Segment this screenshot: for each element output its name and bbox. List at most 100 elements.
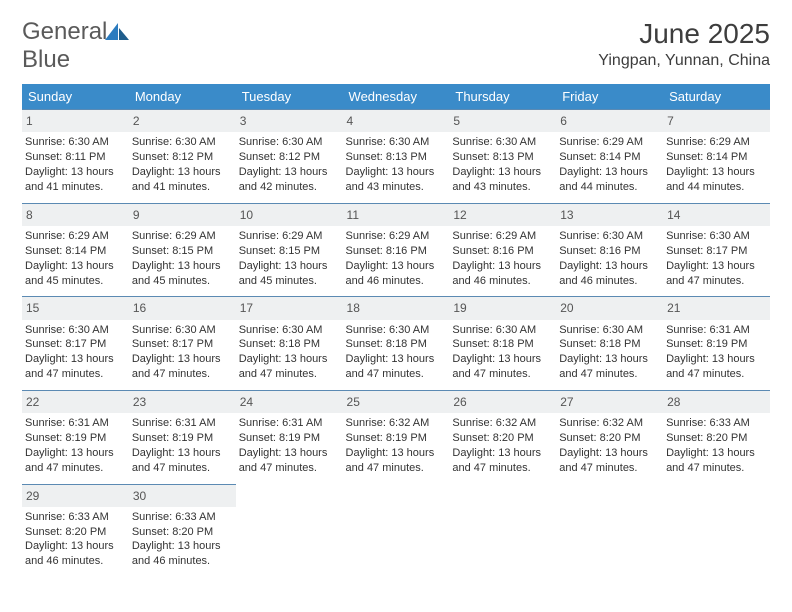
calendar-cell-empty — [236, 484, 343, 577]
calendar-day-number: 6 — [556, 110, 663, 132]
calendar-cell: 30Sunrise: 6:33 AMSunset: 8:20 PMDayligh… — [129, 484, 236, 577]
calendar-cell-content: Sunrise: 6:30 AMSunset: 8:13 PMDaylight:… — [449, 135, 556, 202]
calendar-dayhead: Tuesday — [236, 84, 343, 110]
sunrise-line: Sunrise: 6:30 AM — [239, 135, 340, 150]
sunrise-line: Sunrise: 6:32 AM — [452, 416, 553, 431]
sunset-line: Sunset: 8:18 PM — [452, 337, 553, 352]
sunset-line: Sunset: 8:18 PM — [239, 337, 340, 352]
daylight-line: Daylight: 13 hours and 46 minutes. — [559, 259, 660, 289]
logo-sail-icon — [105, 23, 131, 46]
calendar-day-number: 23 — [129, 391, 236, 413]
sunset-line: Sunset: 8:19 PM — [25, 431, 126, 446]
calendar-cell-content: Sunrise: 6:32 AMSunset: 8:20 PMDaylight:… — [449, 416, 556, 483]
daylight-line: Daylight: 13 hours and 41 minutes. — [25, 165, 126, 195]
calendar-day-number: 8 — [22, 204, 129, 226]
daylight-line: Daylight: 13 hours and 47 minutes. — [346, 352, 447, 382]
calendar-cell: 8Sunrise: 6:29 AMSunset: 8:14 PMDaylight… — [22, 203, 129, 297]
calendar-week-row: 22Sunrise: 6:31 AMSunset: 8:19 PMDayligh… — [22, 390, 770, 484]
calendar-cell: 29Sunrise: 6:33 AMSunset: 8:20 PMDayligh… — [22, 484, 129, 577]
sunset-line: Sunset: 8:14 PM — [559, 150, 660, 165]
calendar-cell: 1 Sunrise: 6:30 AMSunset: 8:11 PMDaylight… — [22, 110, 129, 204]
calendar-day-number: 27 — [556, 391, 663, 413]
calendar-cell-empty — [556, 484, 663, 577]
sunset-line: Sunset: 8:19 PM — [239, 431, 340, 446]
calendar-cell: 16Sunrise: 6:30 AMSunset: 8:17 PMDayligh… — [129, 297, 236, 391]
calendar-dayhead: Wednesday — [343, 84, 450, 110]
sunrise-line: Sunrise: 6:29 AM — [25, 229, 126, 244]
daylight-line: Daylight: 13 hours and 43 minutes. — [346, 165, 447, 195]
calendar-day-number: 22 — [22, 391, 129, 413]
calendar-cell: 22Sunrise: 6:31 AMSunset: 8:19 PMDayligh… — [22, 390, 129, 484]
daylight-line: Daylight: 13 hours and 47 minutes. — [452, 352, 553, 382]
daylight-line: Daylight: 13 hours and 45 minutes. — [132, 259, 233, 289]
calendar-cell-content: Sunrise: 6:32 AMSunset: 8:19 PMDaylight:… — [343, 416, 450, 483]
sunset-line: Sunset: 8:19 PM — [132, 431, 233, 446]
calendar-cell-content: Sunrise: 6:29 AMSunset: 8:14 PMDaylight:… — [663, 135, 770, 202]
calendar-cell: 18Sunrise: 6:30 AMSunset: 8:18 PMDayligh… — [343, 297, 450, 391]
calendar-cell-content: Sunrise: 6:30 AMSunset: 8:17 PMDaylight:… — [22, 323, 129, 390]
sunset-line: Sunset: 8:17 PM — [132, 337, 233, 352]
daylight-line: Daylight: 13 hours and 47 minutes. — [346, 446, 447, 476]
calendar-cell-content: Sunrise: 6:30 AMSunset: 8:18 PMDaylight:… — [556, 323, 663, 390]
daylight-line: Daylight: 13 hours and 47 minutes. — [559, 352, 660, 382]
sunrise-line: Sunrise: 6:33 AM — [666, 416, 767, 431]
calendar-cell: 28Sunrise: 6:33 AMSunset: 8:20 PMDayligh… — [663, 390, 770, 484]
calendar-cell-content: Sunrise: 6:29 AMSunset: 8:16 PMDaylight:… — [343, 229, 450, 296]
sunrise-line: Sunrise: 6:30 AM — [239, 323, 340, 338]
calendar-dayhead: Friday — [556, 84, 663, 110]
sunrise-line: Sunrise: 6:30 AM — [25, 135, 126, 150]
sunrise-line: Sunrise: 6:29 AM — [239, 229, 340, 244]
sunset-line: Sunset: 8:13 PM — [346, 150, 447, 165]
calendar-day-number: 9 — [129, 204, 236, 226]
calendar-cell-content: Sunrise: 6:33 AMSunset: 8:20 PMDaylight:… — [129, 510, 236, 577]
sunset-line: Sunset: 8:20 PM — [666, 431, 767, 446]
sunset-line: Sunset: 8:14 PM — [25, 244, 126, 259]
daylight-line: Daylight: 13 hours and 42 minutes. — [239, 165, 340, 195]
calendar-cell: 5Sunrise: 6:30 AMSunset: 8:13 PMDaylight… — [449, 110, 556, 204]
calendar-body: 1Sunrise: 6:30 AMSunset: 8:11 PMDaylight… — [22, 110, 770, 577]
daylight-line: Daylight: 13 hours and 47 minutes. — [132, 446, 233, 476]
daylight-line: Daylight: 13 hours and 47 minutes. — [239, 352, 340, 382]
calendar-cell-content: Sunrise: 6:33 AMSunset: 8:20 PMDaylight:… — [22, 510, 129, 577]
calendar-day-number: 24 — [236, 391, 343, 413]
daylight-line: Daylight: 13 hours and 46 minutes. — [25, 539, 126, 569]
calendar-cell: 17Sunrise: 6:30 AMSunset: 8:18 PMDayligh… — [236, 297, 343, 391]
calendar-cell: 13Sunrise: 6:30 AMSunset: 8:16 PMDayligh… — [556, 203, 663, 297]
calendar-day-number: 15 — [22, 297, 129, 319]
sunrise-line: Sunrise: 6:31 AM — [239, 416, 340, 431]
calendar-cell: 10Sunrise: 6:29 AMSunset: 8:15 PMDayligh… — [236, 203, 343, 297]
sunrise-line: Sunrise: 6:29 AM — [346, 229, 447, 244]
logo-text-2: Blue — [22, 46, 70, 73]
calendar-cell-content: Sunrise: 6:33 AMSunset: 8:20 PMDaylight:… — [663, 416, 770, 483]
sunset-line: Sunset: 8:11 PM — [25, 150, 126, 165]
sunset-line: Sunset: 8:14 PM — [666, 150, 767, 165]
calendar-cell-content: Sunrise: 6:30 AMSunset: 8:13 PMDaylight:… — [343, 135, 450, 202]
sunrise-line: Sunrise: 6:29 AM — [132, 229, 233, 244]
daylight-line: Daylight: 13 hours and 46 minutes. — [346, 259, 447, 289]
calendar-day-number: 16 — [129, 297, 236, 319]
sunset-line: Sunset: 8:12 PM — [239, 150, 340, 165]
calendar-cell-content: Sunrise: 6:30 AMSunset: 8:18 PMDaylight:… — [236, 323, 343, 390]
sunrise-line: Sunrise: 6:33 AM — [25, 510, 126, 525]
calendar-day-number: 1 — [22, 110, 129, 132]
daylight-line: Daylight: 13 hours and 41 minutes. — [132, 165, 233, 195]
daylight-line: Daylight: 13 hours and 47 minutes. — [25, 352, 126, 382]
header: General Blue June 2025 Yingpan, Yunnan, … — [22, 18, 770, 74]
sunrise-line: Sunrise: 6:30 AM — [666, 229, 767, 244]
calendar-table: SundayMondayTuesdayWednesdayThursdayFrid… — [22, 84, 770, 577]
calendar-day-number: 10 — [236, 204, 343, 226]
logo-text: General Blue — [22, 18, 131, 74]
calendar-cell-content: Sunrise: 6:29 AMSunset: 8:15 PMDaylight:… — [129, 229, 236, 296]
calendar-dayhead: Saturday — [663, 84, 770, 110]
calendar-cell-content: Sunrise: 6:30 AMSunset: 8:18 PMDaylight:… — [343, 323, 450, 390]
calendar-cell: 25Sunrise: 6:32 AMSunset: 8:19 PMDayligh… — [343, 390, 450, 484]
logo: General Blue — [22, 18, 131, 74]
sunrise-line: Sunrise: 6:29 AM — [666, 135, 767, 150]
calendar-cell: 6Sunrise: 6:29 AMSunset: 8:14 PMDaylight… — [556, 110, 663, 204]
sunrise-line: Sunrise: 6:31 AM — [666, 323, 767, 338]
calendar-cell-content: Sunrise: 6:30 AMSunset: 8:11 PMDaylight:… — [22, 135, 129, 202]
calendar-cell-empty — [343, 484, 450, 577]
sunrise-line: Sunrise: 6:31 AM — [25, 416, 126, 431]
calendar-day-number: 7 — [663, 110, 770, 132]
calendar-cell: 7 Sunrise: 6:29 AMSunset: 8:14 PMDaylight… — [663, 110, 770, 204]
